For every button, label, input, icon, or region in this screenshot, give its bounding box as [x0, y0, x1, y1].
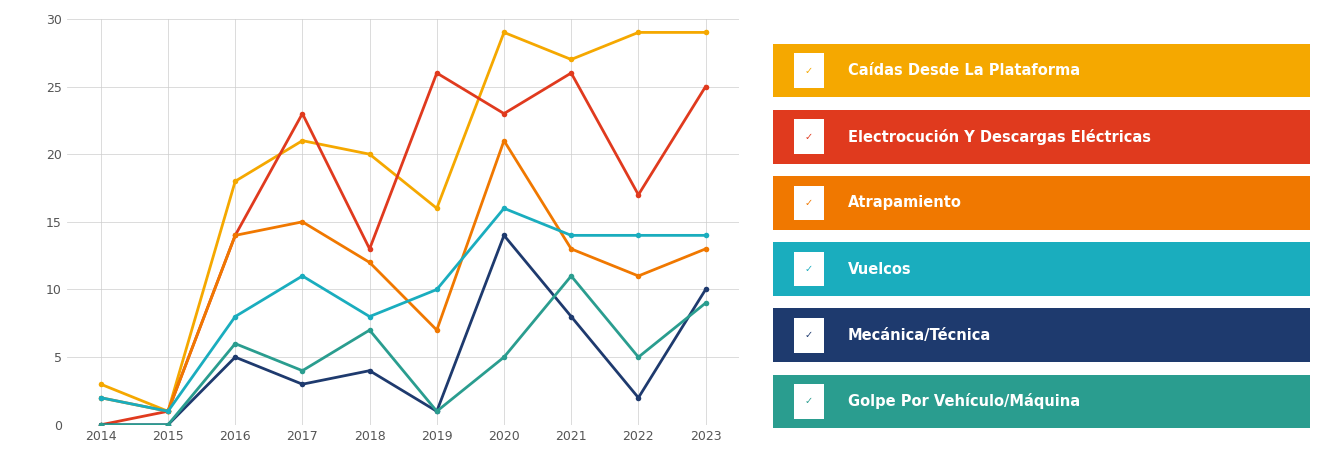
- Text: Electrocución Y Descargas Eléctricas: Electrocución Y Descargas Eléctricas: [848, 129, 1150, 145]
- FancyBboxPatch shape: [794, 252, 824, 287]
- FancyBboxPatch shape: [794, 384, 824, 419]
- FancyBboxPatch shape: [794, 53, 824, 88]
- Text: ✓: ✓: [805, 396, 813, 406]
- FancyBboxPatch shape: [773, 176, 1310, 230]
- Text: ✓: ✓: [805, 66, 813, 76]
- Text: ✓: ✓: [805, 330, 813, 340]
- Text: Caídas Desde La Plataforma: Caídas Desde La Plataforma: [848, 63, 1081, 78]
- Text: ✓: ✓: [805, 198, 813, 208]
- FancyBboxPatch shape: [794, 185, 824, 220]
- Text: Atrapamiento: Atrapamiento: [848, 195, 962, 211]
- Text: Vuelcos: Vuelcos: [848, 261, 911, 277]
- FancyBboxPatch shape: [794, 119, 824, 154]
- FancyBboxPatch shape: [773, 242, 1310, 296]
- FancyBboxPatch shape: [773, 44, 1310, 97]
- Text: Mecánica/Técnica: Mecánica/Técnica: [848, 328, 992, 343]
- Text: Golpe Por Vehículo/Máquina: Golpe Por Vehículo/Máquina: [848, 393, 1081, 409]
- FancyBboxPatch shape: [773, 110, 1310, 163]
- Text: ✓: ✓: [805, 264, 813, 274]
- FancyBboxPatch shape: [773, 309, 1310, 362]
- FancyBboxPatch shape: [773, 375, 1310, 428]
- FancyBboxPatch shape: [794, 318, 824, 353]
- Text: ✓: ✓: [805, 132, 813, 142]
